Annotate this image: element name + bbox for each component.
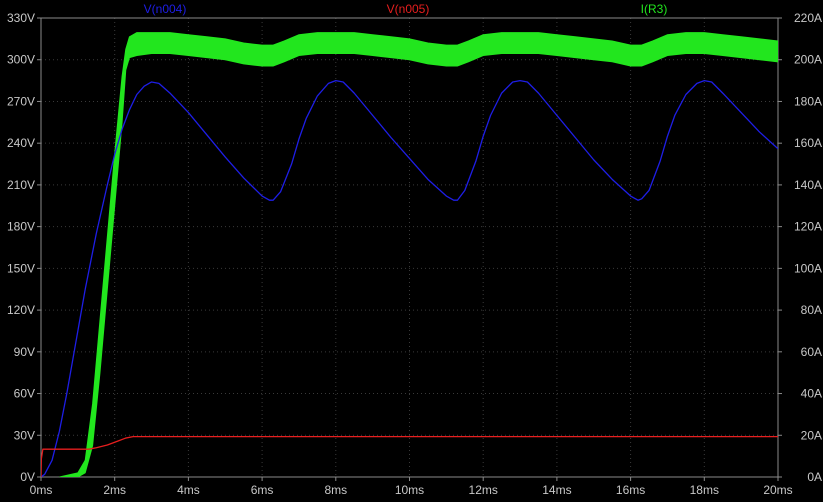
y-right-tick-label: 40A bbox=[801, 387, 822, 401]
y-right-tick-label: 220A bbox=[794, 11, 822, 25]
legend: V(n004) V(n005) I(R3) bbox=[144, 2, 668, 16]
series-v-n005-line bbox=[41, 436, 778, 477]
x-tick-label: 0ms bbox=[30, 483, 53, 497]
y-right-tick-label: 160A bbox=[794, 136, 822, 150]
y-right-tick-label: 20A bbox=[801, 428, 822, 442]
grid-layer bbox=[40, 17, 779, 478]
x-tick-label: 10ms bbox=[395, 483, 424, 497]
y-left-tick-label: 150V bbox=[7, 261, 35, 275]
legend-entry[interactable]: I(R3) bbox=[641, 2, 668, 16]
legend-entry[interactable]: V(n004) bbox=[144, 2, 187, 16]
x-tick-label: 20ms bbox=[763, 483, 792, 497]
y-left-tick-label: 60V bbox=[14, 387, 35, 401]
y-left-tick-label: 270V bbox=[7, 94, 35, 108]
y-left-tick-label: 0V bbox=[20, 470, 35, 484]
y-right-tick-label: 140A bbox=[794, 178, 822, 192]
x-tick-label: 2ms bbox=[103, 483, 126, 497]
y-left-tick-label: 210V bbox=[7, 178, 35, 192]
x-tick-label: 18ms bbox=[690, 483, 719, 497]
y-left-tick-label: 90V bbox=[14, 345, 35, 359]
y-right-tick-label: 100A bbox=[794, 261, 822, 275]
y-right-tick-label: 60A bbox=[801, 345, 822, 359]
y-right-tick-label: 180A bbox=[794, 94, 822, 108]
x-tick-label: 6ms bbox=[251, 483, 274, 497]
y-left-tick-label: 30V bbox=[14, 428, 35, 442]
y-right-tick-label: 0A bbox=[807, 470, 822, 484]
series-i-r3-band bbox=[59, 32, 778, 477]
y-right-tick-label: 200A bbox=[794, 53, 822, 67]
y-left-tick-label: 330V bbox=[7, 11, 35, 25]
y-left-tick-label: 120V bbox=[7, 303, 35, 317]
x-tick-label: 8ms bbox=[324, 483, 347, 497]
x-tick-label: 12ms bbox=[469, 483, 498, 497]
series-layer bbox=[41, 32, 778, 477]
y-left-tick-label: 240V bbox=[7, 136, 35, 150]
y-left-tick-label: 180V bbox=[7, 220, 35, 234]
y-right-tick-label: 120A bbox=[794, 220, 822, 234]
x-tick-label: 16ms bbox=[616, 483, 645, 497]
y-right-tick-label: 80A bbox=[801, 303, 822, 317]
y-left-tick-label: 300V bbox=[7, 53, 35, 67]
series-v-n004-line bbox=[41, 79, 778, 477]
x-tick-label: 14ms bbox=[542, 483, 571, 497]
x-tick-label: 4ms bbox=[177, 483, 200, 497]
tick-labels: 0ms 2ms 4ms 6ms 8ms 10ms 12ms 14ms 16ms 18ms 20ms 0… bbox=[7, 11, 822, 497]
legend-entry[interactable]: V(n005) bbox=[387, 2, 430, 16]
